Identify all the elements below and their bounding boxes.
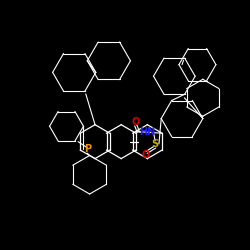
Text: O: O (142, 150, 150, 160)
Text: S: S (152, 139, 159, 149)
Text: P: P (84, 144, 91, 154)
Text: O: O (132, 118, 140, 128)
Text: HN: HN (139, 128, 156, 138)
